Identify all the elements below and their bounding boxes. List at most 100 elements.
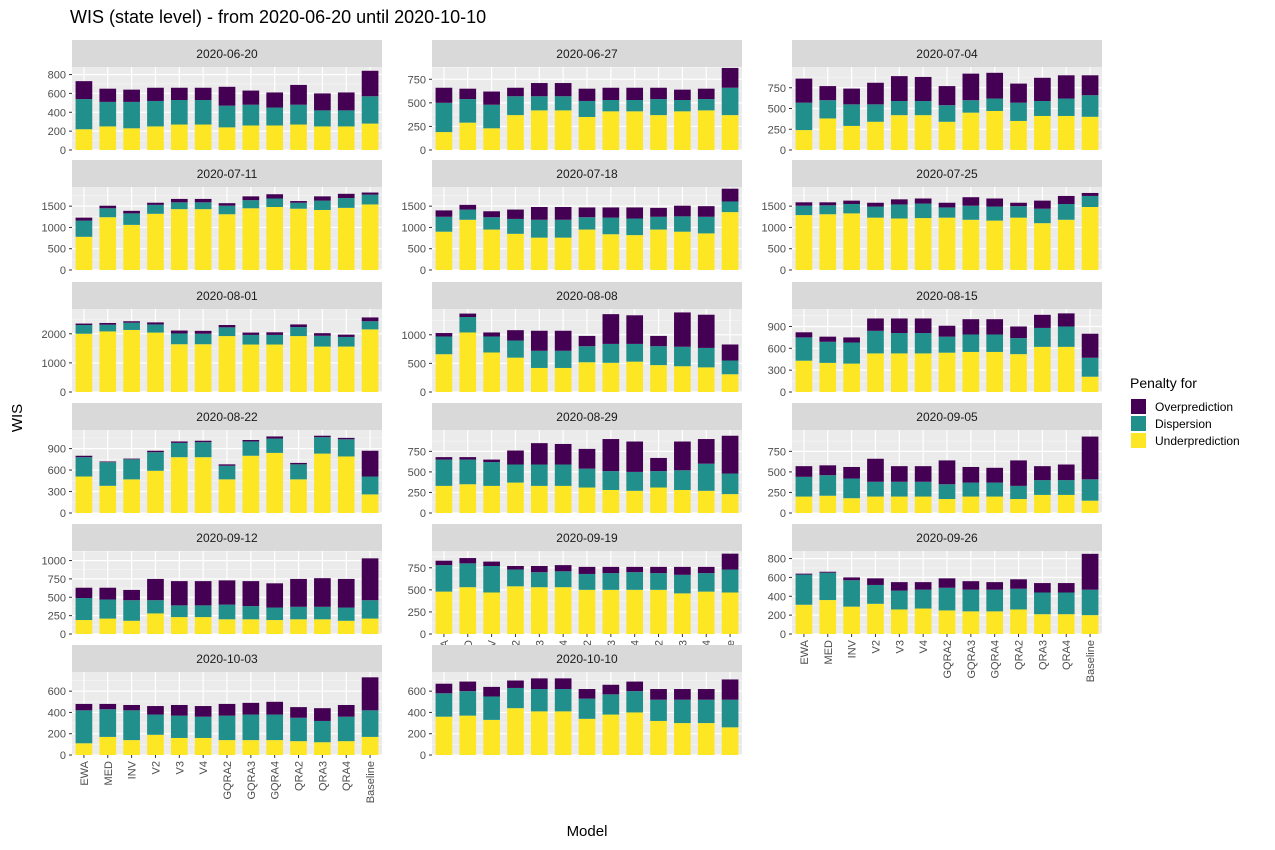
bar-segment-under: [554, 110, 572, 150]
bar-segment-disp: [554, 571, 572, 588]
bar-segment-under: [697, 110, 715, 150]
bar-segment-under: [578, 362, 596, 392]
y-tick-label: 500: [48, 592, 66, 604]
bar-segment-under: [75, 743, 93, 755]
bar-segment-under: [843, 363, 860, 392]
x-tick-label: QRA4: [341, 761, 353, 791]
bar-segment-disp: [819, 475, 837, 496]
bar-segment-over: [843, 88, 860, 105]
bar-segment-under: [986, 611, 1004, 634]
facet-strip-label: 2020-08-15: [916, 289, 978, 303]
bar-segment-over: [578, 566, 596, 574]
bar-segment-over: [75, 217, 93, 221]
bar-segment-under: [1057, 346, 1075, 392]
bar-segment-under: [290, 124, 307, 150]
bar-segment-under: [867, 217, 884, 270]
bar-segment-under: [867, 496, 884, 513]
bar-segment-disp: [938, 587, 956, 611]
bar-segment-disp: [147, 600, 164, 614]
bar-segment-over: [1010, 202, 1027, 207]
bar-segment-over: [170, 441, 188, 443]
bar-segment-under: [1057, 115, 1075, 150]
bar-segment-over: [986, 319, 1004, 335]
bar-segment-under: [530, 711, 548, 755]
y-tick-label: 0: [60, 508, 66, 520]
bar-segment-over: [721, 344, 739, 361]
bar-segment-over: [962, 319, 980, 335]
facet-strip: [72, 160, 382, 187]
bar-segment-over: [483, 561, 500, 567]
bar-segment-under: [123, 224, 140, 270]
bar-segment-over: [938, 86, 956, 106]
bar-segment-under: [650, 115, 667, 150]
bar-segment-disp: [290, 606, 307, 620]
bar-segment-under: [483, 592, 500, 634]
facet-strip-label: 2020-08-29: [556, 410, 618, 424]
bar-segment-under: [626, 361, 644, 392]
bar-segment-over: [147, 202, 164, 205]
bar-segment-disp: [75, 710, 93, 744]
bar-segment-under: [914, 496, 932, 513]
bar-segment-over: [242, 332, 260, 335]
bar-segment-under: [578, 589, 596, 634]
y-tick-label: 250: [408, 121, 426, 133]
bar-segment-under: [914, 218, 932, 270]
bar-segment-disp: [459, 459, 477, 485]
bar-segment-over: [170, 87, 188, 101]
facet-panel: 2020-06-27 0 250 500 750: [408, 40, 742, 157]
bar-segment-disp: [890, 590, 908, 610]
bar-segment-disp: [123, 600, 140, 621]
bar-segment-disp: [314, 200, 331, 210]
bar-segment-under: [697, 367, 715, 392]
bar-segment-disp: [75, 457, 93, 477]
bar-segment-over: [459, 204, 477, 210]
bar-segment-over: [1057, 75, 1075, 99]
bar-segment-under: [75, 333, 93, 392]
bar-segment-disp: [1057, 204, 1075, 220]
bar-segment-over: [123, 89, 140, 102]
bar-segment-under: [1081, 116, 1099, 150]
x-axis-title: Model: [567, 823, 608, 840]
facet-strip: [792, 524, 1102, 551]
bar-segment-over: [890, 76, 908, 102]
bar-segment-under: [1010, 217, 1027, 270]
facet-panel: 2020-07-18 0 500 1000 1500: [402, 160, 742, 277]
facet-strip-label: 2020-10-03: [196, 652, 258, 666]
legend: Penalty for Overprediction Dispersion Under…: [1130, 375, 1240, 448]
y-tick-label: 500: [768, 244, 786, 256]
bar-segment-under: [1010, 120, 1027, 150]
bar-segment-under: [170, 209, 188, 270]
y-tick-label: 0: [60, 629, 66, 641]
bar-segment-under: [721, 374, 739, 392]
bar-segment-under: [147, 332, 164, 392]
bar-segment-over: [674, 566, 691, 575]
y-tick-label: 0: [60, 265, 66, 277]
bar-segment-under: [530, 485, 548, 513]
facet-strip: [432, 40, 742, 67]
bar-segment-disp: [337, 607, 355, 621]
bar-segment-disp: [1057, 592, 1075, 615]
bar-segment-over: [697, 88, 715, 100]
facet-panel: 2020-09-12 0 250 500 750 1000: [42, 524, 382, 641]
x-tick-label: GQRA3: [246, 761, 258, 800]
x-tick-label: GQRA4: [990, 640, 1002, 679]
x-tick-label: INV: [847, 639, 859, 658]
bar-segment-over: [986, 72, 1004, 99]
bar-segment-under: [170, 124, 188, 150]
bar-segment-disp: [721, 473, 739, 495]
bar-segment-under: [554, 485, 572, 513]
bar-segment-disp: [123, 459, 140, 480]
bar-segment-disp: [795, 574, 813, 605]
bar-segment-under: [674, 366, 691, 392]
bar-segment-under: [194, 457, 212, 513]
bar-segment-over: [626, 207, 644, 219]
bar-segment-disp: [530, 572, 548, 588]
bar-segment-disp: [337, 439, 355, 457]
y-tick-label: 1000: [42, 556, 66, 568]
bar-segment-disp: [602, 217, 620, 235]
bar-segment-under: [626, 490, 644, 513]
bar-segment-under: [530, 587, 548, 634]
bar-segment-over: [1081, 192, 1099, 196]
bar-segment-disp: [459, 99, 477, 123]
bar-segment-over: [721, 67, 739, 88]
